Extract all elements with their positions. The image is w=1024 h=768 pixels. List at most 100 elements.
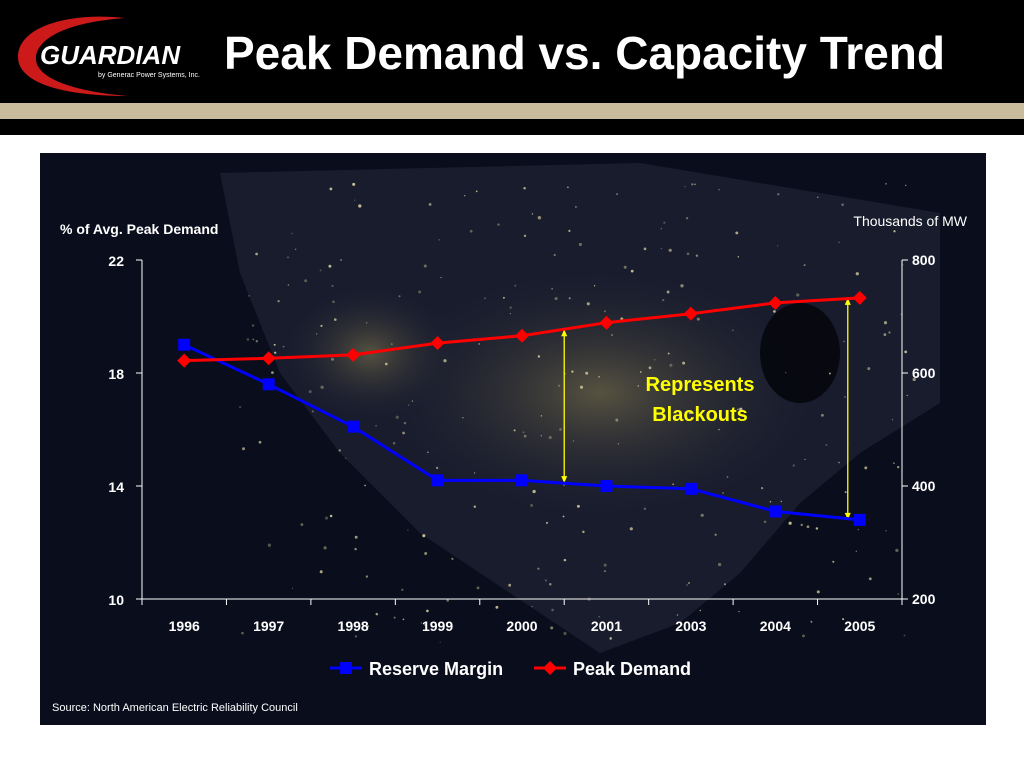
city-light-dot	[426, 609, 429, 613]
city-light-dot	[699, 609, 702, 612]
x-tick-label: 2005	[844, 618, 875, 634]
city-light-dot	[737, 255, 740, 258]
city-light-dot	[497, 223, 500, 226]
reserve-margin-point	[684, 482, 697, 495]
city-light-dot	[300, 523, 304, 527]
reserve-margin-point	[516, 474, 528, 487]
city-light-dot	[451, 557, 454, 560]
city-light-dot	[258, 440, 262, 444]
legend-reserve-label: Reserve Margin	[369, 659, 503, 679]
city-light-dot	[440, 276, 442, 279]
city-light-dot	[571, 370, 574, 373]
city-light-dot	[891, 418, 894, 421]
city-light-dot	[738, 610, 740, 613]
city-light-dot	[252, 338, 255, 341]
city-light-dot	[717, 562, 722, 567]
x-tick-label: 2004	[760, 618, 791, 634]
city-light-dot	[668, 248, 672, 252]
city-light-dot	[842, 618, 845, 621]
city-light-dot	[897, 593, 900, 595]
city-light-dot	[904, 184, 907, 187]
city-light-dot	[446, 599, 449, 602]
city-light-dot	[248, 295, 250, 297]
city-light-dot	[443, 359, 447, 363]
x-tick-label: 1997	[253, 618, 284, 634]
peak-demand-point	[683, 306, 698, 321]
city-light-dot	[623, 265, 627, 269]
gap-arrow-head	[844, 512, 851, 520]
city-light-dot	[523, 434, 527, 438]
city-light-dot	[352, 182, 356, 186]
city-light-dot	[776, 245, 779, 247]
city-light-dot	[579, 385, 584, 389]
city-light-dot	[899, 219, 903, 223]
city-light-dot	[843, 340, 845, 343]
city-light-dot	[572, 440, 575, 442]
reserve-margin-point	[347, 420, 360, 433]
city-light-dot	[354, 535, 358, 539]
city-light-dot	[559, 428, 562, 431]
annotation-line-1: Represents	[646, 374, 755, 396]
city-light-dot	[393, 616, 396, 619]
city-light-dot	[843, 396, 846, 398]
city-light-dot	[611, 334, 613, 336]
city-light-dot	[803, 264, 806, 267]
city-light-dot	[532, 489, 536, 494]
city-light-dot	[549, 583, 552, 586]
city-light-dot	[537, 355, 541, 358]
city-light-dot	[402, 618, 405, 621]
city-light-dot	[780, 500, 783, 503]
city-light-dot	[338, 449, 341, 452]
city-light-dot	[667, 352, 670, 355]
city-light-dot	[424, 552, 428, 555]
city-light-dot	[375, 424, 378, 427]
city-light-dot	[903, 634, 906, 637]
city-light-dot	[354, 635, 357, 638]
city-light-dot	[354, 199, 356, 201]
city-light-dot	[319, 570, 323, 574]
city-light-dot	[680, 284, 684, 288]
chart-panel: % of Avg. Peak Demand Thousands of MW 22…	[40, 153, 986, 725]
gap-arrow-head	[561, 329, 568, 337]
city-light-dot	[551, 608, 554, 612]
city-light-dot	[531, 213, 534, 215]
city-light-dot	[271, 371, 274, 374]
city-light-dot	[551, 287, 553, 290]
city-light-dot	[291, 587, 294, 589]
city-light-dot	[688, 410, 692, 415]
city-light-dot	[333, 318, 337, 321]
city-light-dot	[574, 205, 577, 208]
city-light-dot	[684, 185, 686, 188]
city-light-dot	[354, 547, 357, 551]
city-light-dot	[464, 195, 466, 197]
page-title: Peak Demand vs. Capacity Trend	[224, 27, 945, 79]
city-light-dot	[578, 242, 582, 247]
city-light-dot	[722, 492, 724, 494]
city-light-dot	[390, 343, 393, 345]
city-light-dot	[246, 338, 250, 341]
city-light-dot	[598, 376, 600, 378]
city-light-dot	[686, 252, 690, 256]
city-light-dot	[868, 577, 872, 581]
city-light-dot	[548, 435, 552, 440]
city-light-dot	[407, 404, 410, 406]
city-light-dot	[568, 229, 571, 233]
right-axis-title: Thousands of MW	[853, 213, 967, 229]
city-light-dot	[320, 324, 323, 327]
city-light-dot	[804, 458, 806, 461]
city-light-dot	[832, 560, 835, 563]
city-light-dot	[714, 533, 717, 536]
city-light-dot	[663, 221, 666, 224]
city-light-dot	[239, 406, 242, 409]
city-light-dot	[816, 590, 820, 594]
city-light-dot	[308, 390, 312, 394]
legend-peak-label: Peak Demand	[573, 659, 691, 679]
city-light-dot	[423, 623, 426, 626]
right-tick-label: 200	[912, 591, 936, 607]
city-light-dot	[273, 343, 276, 346]
city-light-dot	[763, 520, 767, 524]
city-light-dot	[324, 516, 329, 520]
city-lights	[239, 182, 916, 643]
city-light-dot	[660, 247, 662, 250]
city-light-dot	[537, 216, 542, 220]
